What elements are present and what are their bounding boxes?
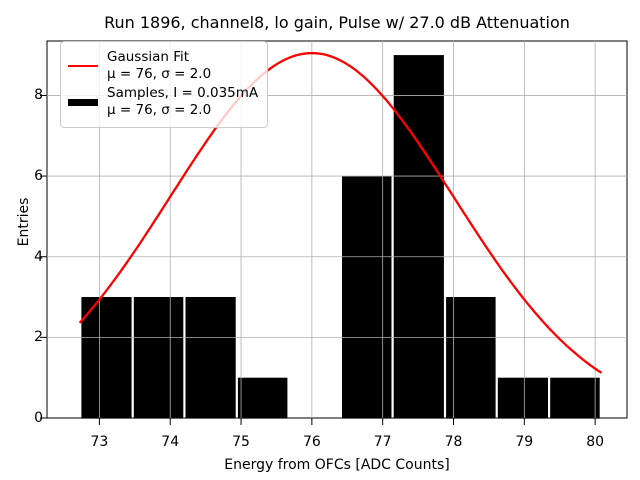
histogram-bar bbox=[550, 377, 600, 419]
gaussian-fit-curve bbox=[79, 51, 602, 374]
histogram-bar bbox=[81, 297, 132, 419]
x-tick-label: 76 bbox=[302, 434, 321, 450]
x-axis-label: Energy from OFCs [ADC Counts] bbox=[224, 457, 450, 473]
x-tick-label: 79 bbox=[515, 434, 534, 450]
legend-patch-swatch bbox=[68, 98, 98, 106]
legend: Gaussian Fit μ = 76, σ = 2.0 Samples, I … bbox=[60, 41, 268, 128]
legend-sublabel: μ = 76, σ = 2.0 bbox=[107, 66, 212, 82]
legend-label: Samples, I = 0.035mA bbox=[107, 85, 259, 101]
histogram-bar bbox=[185, 297, 236, 419]
y-tick-label: 6 bbox=[34, 168, 43, 185]
x-tick-label: 78 bbox=[444, 434, 463, 450]
histogram-bar bbox=[237, 377, 288, 419]
x-tick-label: 77 bbox=[373, 434, 392, 450]
x-tick-label: 74 bbox=[161, 434, 180, 450]
legend-sublabel: μ = 76, σ = 2.0 bbox=[107, 102, 212, 118]
axes-spines bbox=[46, 40, 628, 419]
x-tick-label: 73 bbox=[90, 434, 109, 450]
y-tick-label: 8 bbox=[34, 87, 43, 104]
legend-label: Gaussian Fit bbox=[107, 49, 190, 65]
y-tick-label: 4 bbox=[34, 248, 43, 265]
histogram-bar bbox=[446, 297, 496, 419]
histogram-bar bbox=[133, 297, 184, 419]
y-tick-label: 0 bbox=[34, 410, 43, 426]
y-axis-label: Entries bbox=[16, 197, 32, 247]
histogram-bar bbox=[393, 55, 444, 419]
x-tick-label: 75 bbox=[232, 434, 250, 450]
histogram-bar bbox=[342, 176, 392, 419]
chart-title: Run 1896, channel8, lo gain, Pulse w/ 27… bbox=[104, 13, 570, 32]
legend-item-samples: Samples, I = 0.035mA μ = 76, σ = 2.0 bbox=[67, 85, 261, 119]
legend-item-gaussian-fit: Gaussian Fit μ = 76, σ = 2.0 bbox=[67, 49, 261, 83]
y-tick-label: 2 bbox=[34, 329, 43, 346]
legend-line-swatch bbox=[68, 65, 98, 67]
histogram-bar bbox=[497, 377, 548, 419]
x-tick-label: 80 bbox=[586, 434, 605, 450]
